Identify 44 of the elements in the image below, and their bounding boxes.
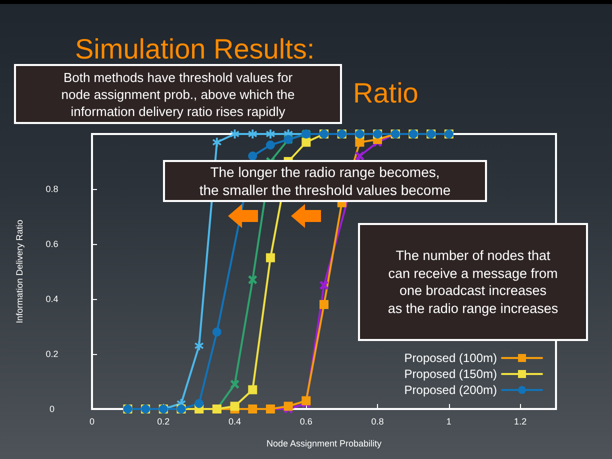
x-tick-label: 0.2	[157, 416, 170, 426]
point	[266, 130, 275, 138]
legend-label: Proposed (100m)	[404, 351, 497, 365]
y-tick-label: 0	[49, 404, 55, 414]
legend-label: Proposed (150m)	[404, 367, 497, 381]
point	[248, 275, 258, 284]
point	[355, 152, 364, 160]
point	[302, 138, 311, 147]
point	[248, 152, 258, 160]
callout-box: The longer the radio range becomes, the smaller the threshold values become	[163, 160, 487, 202]
x-tick-label: 0.4	[228, 416, 242, 426]
chart-title: Simulation Results:	[75, 34, 315, 64]
x-tick-label: 0.8	[371, 416, 384, 426]
legend-label: Proposed (200m)	[404, 383, 497, 397]
point	[320, 300, 328, 309]
y-tick-label: 0.6	[46, 239, 58, 249]
callout-box: Both methods have threshold values for node assignment prob., above which the information delivery ratio rises rapidly	[14, 64, 342, 124]
callout-box: The number of nodes that can receive a message from one broadcast increases as the radio range increases	[358, 223, 588, 341]
x-tick-label: 0	[89, 416, 95, 426]
point	[212, 328, 222, 336]
point	[248, 385, 258, 394]
y-axis-title: Information Delivery Ratio	[14, 220, 24, 324]
point	[230, 130, 240, 138]
point	[266, 140, 275, 150]
point	[230, 402, 240, 411]
y-tick-label: 0.4	[46, 294, 58, 304]
chart-subtitle: Ratio	[353, 78, 418, 108]
x-tick-label: 1.2	[514, 416, 527, 426]
point	[230, 380, 240, 389]
y-tick-label: 0.2	[46, 349, 58, 359]
point	[355, 138, 364, 147]
point	[302, 396, 311, 406]
point	[248, 130, 258, 138]
point	[212, 138, 222, 147]
point	[194, 341, 204, 350]
point	[194, 399, 204, 408]
y-tick-label: 0.8	[46, 184, 58, 194]
point	[284, 402, 293, 411]
x-axis-title: Node Assignment Probability	[266, 438, 382, 448]
point	[248, 404, 258, 414]
point	[266, 253, 275, 262]
x-tick-label: 1	[446, 416, 452, 426]
point	[320, 280, 328, 290]
x-tick-label: 0.6	[300, 416, 312, 426]
